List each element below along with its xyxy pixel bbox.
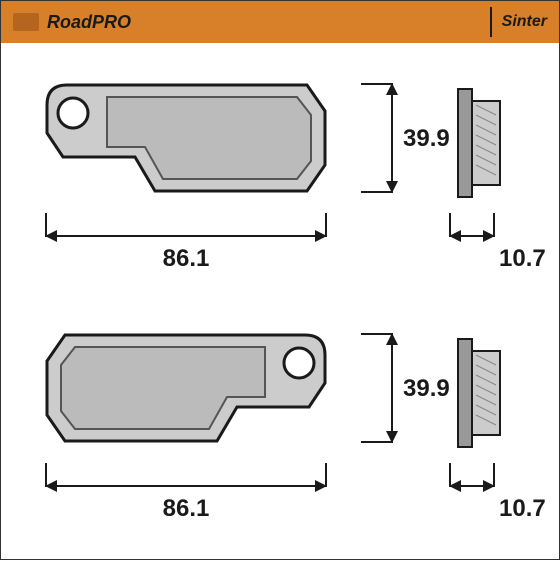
pad-top-height-value: 39.9 [403,125,450,153]
pad-bottom-thickness-dimension: 10.7 [449,463,559,523]
diagram-area: 39.9 86.1 10.7 [1,43,559,561]
pad-top-width-dimension: 86.1 [45,213,327,273]
brand-logo-icon [13,13,39,31]
pad-bottom-thickness-value: 10.7 [499,495,546,523]
pad-bottom-width-dimension: 86.1 [45,463,327,523]
pad-top-thickness-dimension: 10.7 [449,213,559,273]
header-bar: RoadPRO Sinter [1,1,559,43]
brand-prefix: Road [47,12,92,32]
pad-top-front-view [45,83,327,203]
pad-bottom-front-view [45,333,327,453]
pad-top-width-value: 86.1 [45,245,327,273]
brand-area: RoadPRO [13,12,131,33]
brand-suffix: PRO [92,12,131,32]
pad-bottom-height-dimension: 39.9 [361,333,451,443]
brand-name: RoadPRO [47,12,131,33]
pad-bottom-width-value: 86.1 [45,495,327,523]
pad-bottom-height-value: 39.9 [403,375,450,403]
pad-top-thickness-value: 10.7 [499,245,546,273]
product-type-label: Sinter [502,13,547,31]
header-divider [490,7,492,37]
pad-bottom-side-view [456,337,502,449]
pad-top-height-dimension: 39.9 [361,83,451,193]
pad-top-side-view [456,87,502,199]
